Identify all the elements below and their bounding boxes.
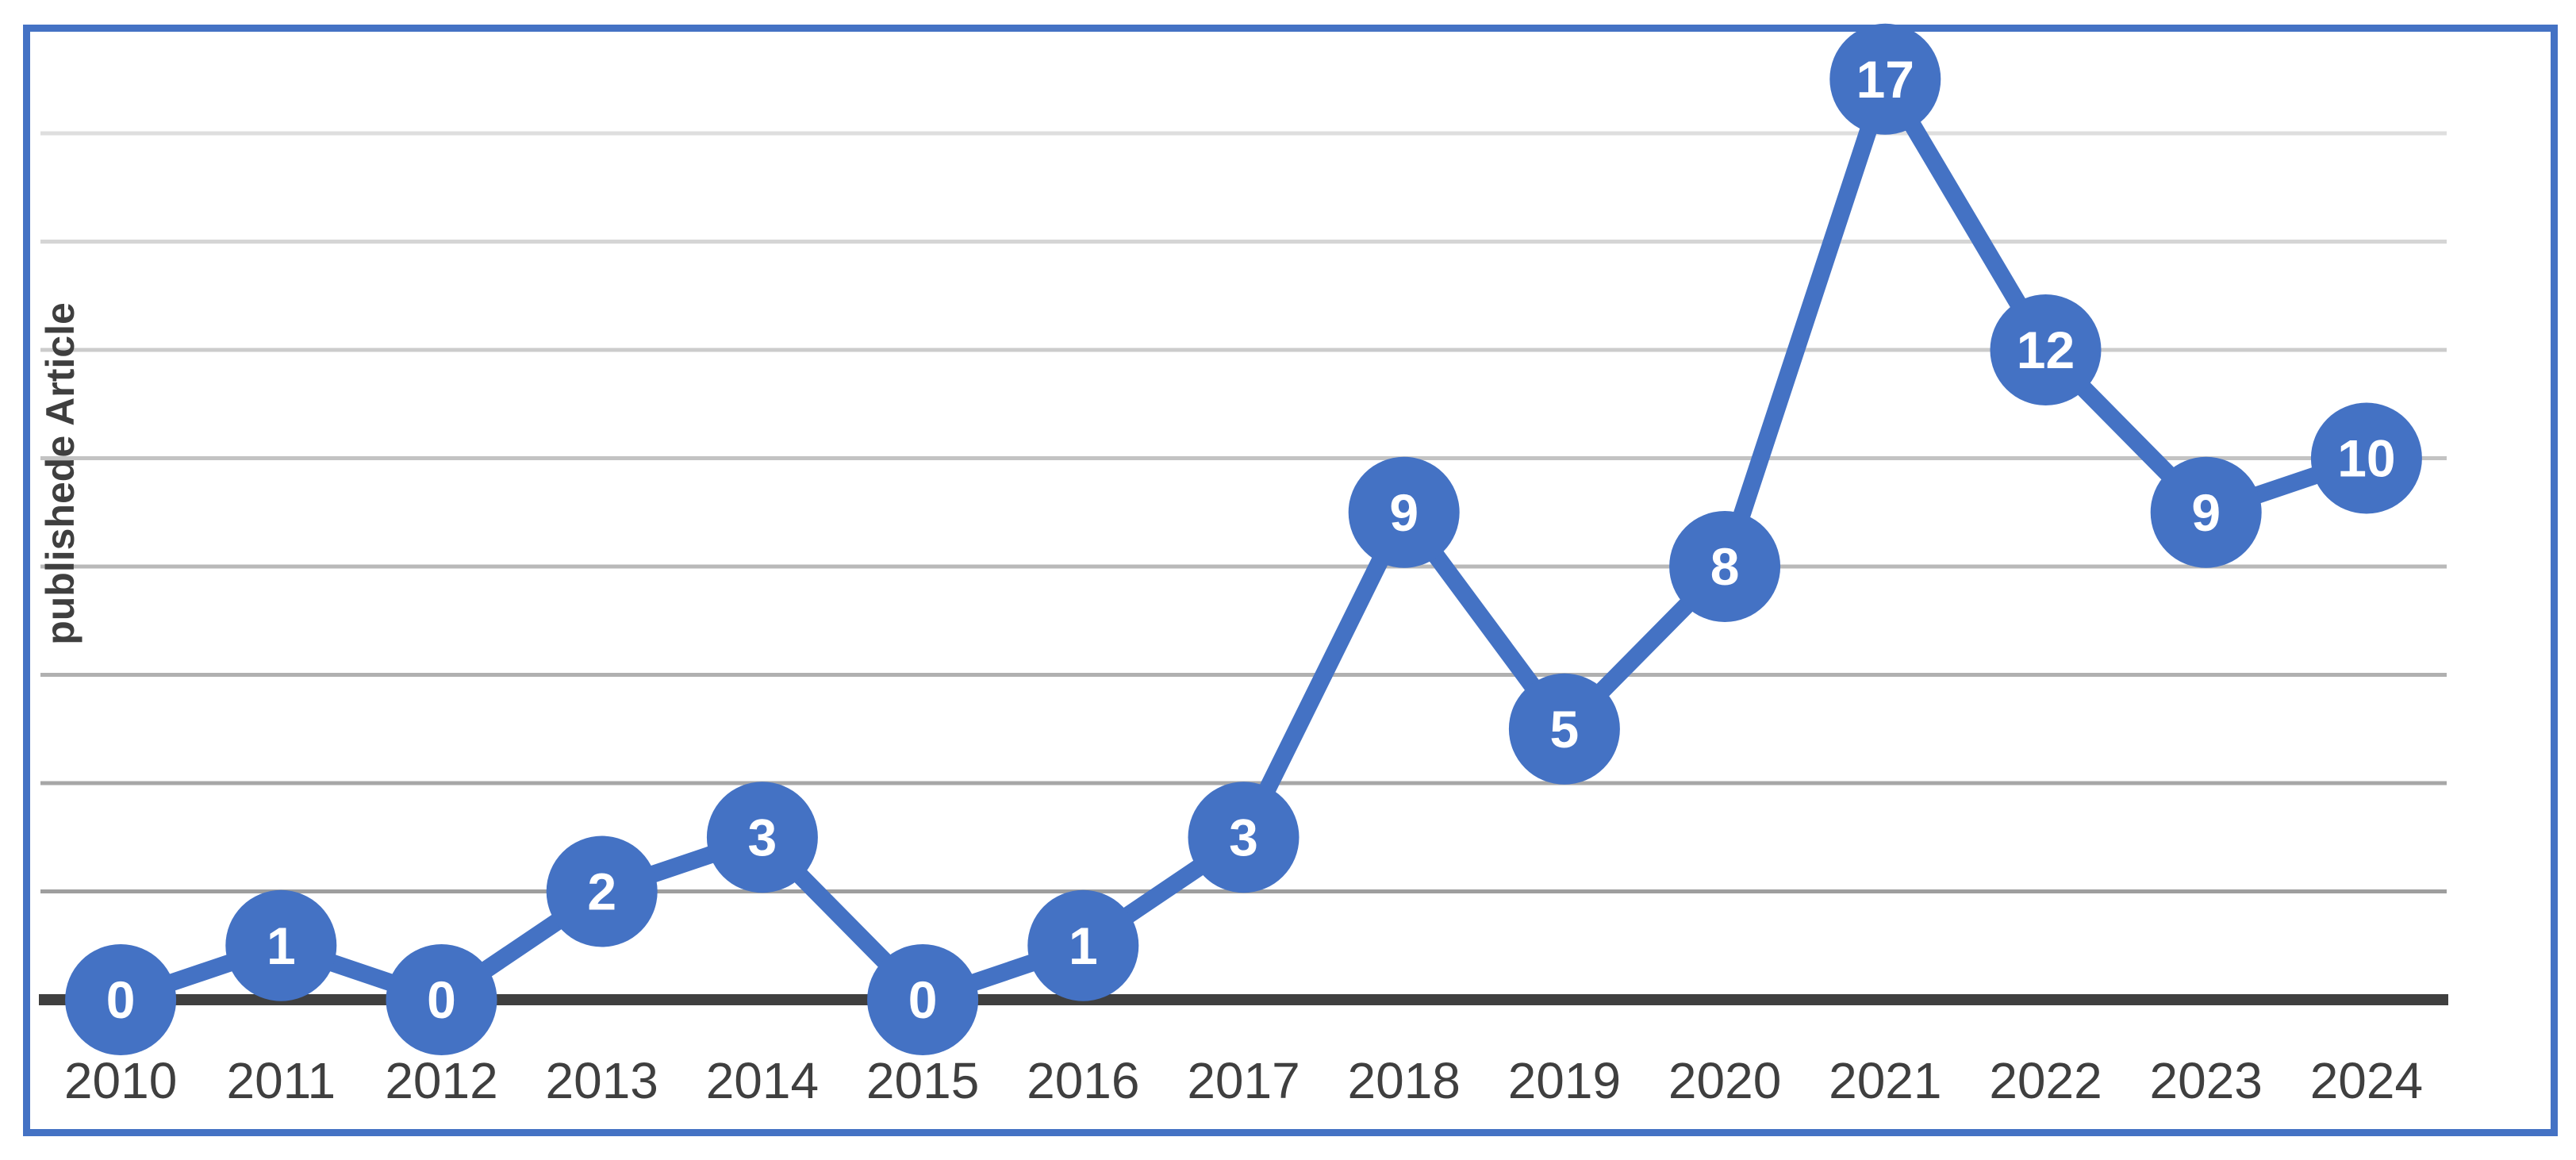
- data-point-marker-2023: [2150, 456, 2262, 568]
- data-point-label-2017: 3: [1229, 808, 1258, 866]
- data-point-label-2021: 17: [1856, 50, 1914, 109]
- data-point-label-2019: 5: [1550, 700, 1580, 759]
- data-point-marker-2012: [386, 944, 497, 1055]
- x-tick-label-2013: 2013: [546, 1052, 658, 1109]
- data-point-label-2012: 0: [427, 970, 456, 1029]
- data-point-marker-2011: [225, 889, 337, 1001]
- x-tick-label-2016: 2016: [1027, 1052, 1139, 1109]
- x-tick-label-2012: 2012: [385, 1052, 497, 1109]
- data-point-label-2020: 8: [1710, 537, 1740, 596]
- data-markers-group: [65, 23, 2422, 1055]
- x-tick-label-2020: 2020: [1668, 1052, 1781, 1109]
- x-tick-label-2015: 2015: [866, 1052, 979, 1109]
- data-point-label-2013: 2: [587, 862, 616, 921]
- data-point-label-2016: 1: [1069, 916, 1098, 975]
- x-tick-label-2017: 2017: [1187, 1052, 1300, 1109]
- x-axis-labels-group: 2010 2011 2012 2013 2014 2015 2016 2017 2018 2019…: [64, 1052, 2423, 1109]
- data-point-marker-2013: [546, 835, 658, 947]
- chart-frame-border: [23, 25, 2558, 1136]
- data-point-label-2011: 1: [267, 916, 296, 975]
- x-tick-label-2021: 2021: [1829, 1052, 1941, 1109]
- x-tick-label-2014: 2014: [706, 1052, 819, 1109]
- x-tick-label-2023: 2023: [2150, 1052, 2263, 1109]
- data-point-marker-2021: [1829, 23, 1941, 135]
- data-point-label-2015: 0: [908, 970, 938, 1029]
- x-tick-label-2018: 2018: [1348, 1052, 1461, 1109]
- data-point-label-2014: 3: [748, 808, 777, 866]
- data-point-label-2022: 12: [2017, 321, 2075, 379]
- x-tick-label-2019: 2019: [1508, 1052, 1621, 1109]
- data-point-marker-2019: [1508, 673, 1620, 785]
- gridlines-group: [40, 131, 2447, 893]
- data-point-label-2023: 9: [2191, 483, 2221, 542]
- x-tick-label-2010: 2010: [64, 1052, 177, 1109]
- x-tick-label-2022: 2022: [1989, 1052, 2102, 1109]
- data-point-marker-2024: [2310, 402, 2422, 514]
- data-point-label-2010: 0: [106, 970, 136, 1029]
- data-point-marker-2018: [1348, 456, 1460, 568]
- data-point-marker-2017: [1188, 782, 1300, 893]
- x-tick-label-2011: 2011: [226, 1052, 336, 1109]
- x-tick-label-2024: 2024: [2310, 1052, 2423, 1109]
- y-axis-title: publishede Article: [38, 302, 83, 645]
- data-point-marker-2014: [706, 782, 818, 893]
- data-point-marker-2016: [1027, 889, 1139, 1001]
- data-point-label-2024: 10: [2337, 429, 2395, 488]
- data-point-marker-2015: [867, 944, 979, 1055]
- data-point-marker-2020: [1669, 511, 1781, 622]
- data-point-marker-2022: [1990, 294, 2102, 405]
- data-point-label-2018: 9: [1389, 483, 1419, 542]
- data-point-marker-2010: [65, 944, 177, 1055]
